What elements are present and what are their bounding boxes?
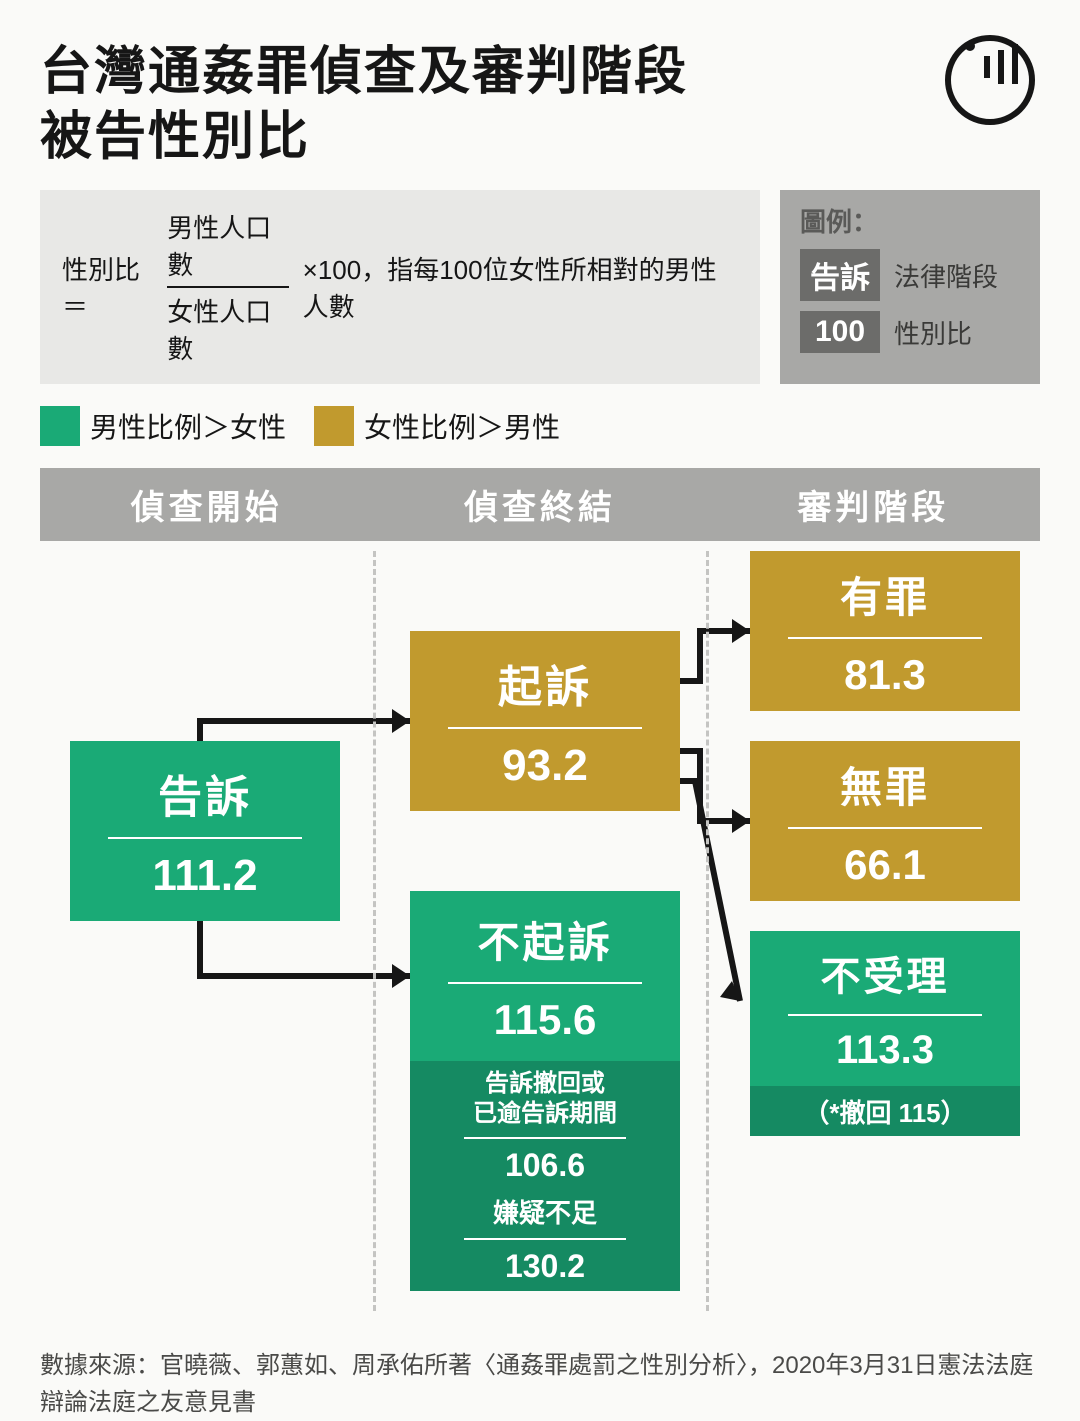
node-complaint-divider — [108, 837, 302, 839]
swatch-gold-label: 女性比例＞男性 — [364, 406, 560, 446]
legend-stage-badge: 告訴 — [800, 249, 880, 301]
stage-col-1: 偵查開始 — [40, 468, 373, 541]
node-guilty-value: 81.3 — [844, 651, 926, 699]
node-not_guilty-label: 無罪 — [840, 754, 930, 815]
stage-header: 偵查開始 偵查終結 審判階段 — [40, 468, 1040, 541]
legend-row-ratio: 100 性別比 — [800, 311, 1020, 353]
node-dismissed: 不受理 113.3 — [750, 931, 1020, 1086]
legend-box: 圖例： 告訴 法律階段 100 性別比 — [780, 190, 1040, 384]
subnode-insufficient-divider — [464, 1238, 626, 1240]
formula-fraction: 男性人口數 女性人口數 — [167, 208, 288, 366]
legend-stage-label: 法律階段 — [894, 257, 998, 294]
page-title: 台灣通姦罪偵查及審判階段 被告性別比 — [40, 40, 1040, 170]
node-complaint: 告訴 111.2 — [70, 741, 340, 921]
legend-ratio-badge: 100 — [800, 311, 880, 353]
node-no_indict-label: 不起訴 — [477, 909, 612, 970]
node-not_guilty-divider — [788, 827, 982, 829]
stage-col-2: 偵查終結 — [373, 468, 706, 541]
node-dismissed-value: 113.3 — [836, 1028, 934, 1073]
arrow-4 — [680, 781, 740, 1001]
node-complaint-value: 111.2 — [152, 851, 257, 901]
subnode-insufficient-label: 嫌疑不足 — [493, 1197, 597, 1230]
formula-and-legend-row: 性別比＝ 男性人口數 女性人口數 ×100，指每100位女性所相對的男性人數 圖… — [40, 190, 1040, 384]
brand-logo — [940, 30, 1040, 130]
node-guilty-label: 有罪 — [840, 564, 930, 625]
subnode-withdraw_or_late: 告訴撤回或已逾告訴期間 106.6 — [410, 1061, 680, 1191]
flow-area: 告訴 111.2 起訴 93.2 不起訴 115.6 有罪 81.3 無罪 66.1 不受理 113.… — [40, 541, 1040, 1321]
legend-ratio-label: 性別比 — [894, 314, 972, 351]
subnode-insufficient-value: 130.2 — [505, 1248, 585, 1285]
formula-denominator: 女性人口數 — [167, 286, 288, 366]
node-guilty-divider — [788, 637, 982, 639]
subnode-withdraw_or_late-label: 告訴撤回或已逾告訴期間 — [473, 1069, 617, 1129]
formula-box: 性別比＝ 男性人口數 女性人口數 ×100，指每100位女性所相對的男性人數 — [40, 190, 760, 384]
arrow-3 — [680, 751, 750, 821]
node-guilty: 有罪 81.3 — [750, 551, 1020, 711]
column-divider-2 — [706, 551, 709, 1311]
stage-col-3: 審判階段 — [707, 468, 1040, 541]
formula-suffix: ×100，指每100位女性所相對的男性人數 — [303, 250, 738, 324]
arrow-1 — [200, 921, 410, 976]
node-indict: 起訴 93.2 — [410, 631, 680, 811]
legend-title: 圖例： — [800, 202, 1020, 239]
swatch-gold — [314, 406, 354, 446]
swatch-green — [40, 406, 80, 446]
node-not_guilty-value: 66.1 — [844, 841, 926, 889]
formula-numerator: 男性人口數 — [167, 208, 288, 286]
legend-row-stage: 告訴 法律階段 — [800, 249, 1020, 301]
subnode-insufficient: 嫌疑不足 130.2 — [410, 1191, 680, 1291]
title-line1: 台灣通姦罪偵查及審判階段 — [40, 43, 688, 101]
swatch-green-label: 男性比例＞女性 — [90, 406, 286, 446]
formula-prefix: 性別比＝ — [62, 250, 159, 324]
node-indict-value: 93.2 — [502, 741, 588, 791]
column-divider-1 — [373, 551, 376, 1311]
title-line2: 被告性別比 — [40, 108, 310, 166]
source-citation: 數據來源：官曉薇、郭蕙如、周承佑所著〈通姦罪處罰之性別分析〉，2020年3月31… — [40, 1347, 1040, 1421]
subnode-withdraw_or_late-value: 106.6 — [505, 1147, 585, 1184]
node-complaint-label: 告訴 — [158, 761, 252, 825]
node-dismissed-label: 不受理 — [821, 944, 950, 1002]
node-indict-divider — [448, 727, 642, 729]
subnode-withdraw_or_late-divider — [464, 1137, 626, 1139]
node-dismissed-footnote: （*撤回 115） — [750, 1086, 1020, 1136]
node-no_indict-divider — [448, 982, 642, 984]
node-indict-label: 起訴 — [498, 651, 592, 715]
color-swatch-row: 男性比例＞女性 女性比例＞男性 — [40, 406, 1040, 446]
node-not_guilty: 無罪 66.1 — [750, 741, 1020, 901]
node-no_indict-value: 115.6 — [494, 996, 597, 1044]
node-no_indict: 不起訴 115.6 — [410, 891, 680, 1061]
node-dismissed-divider — [788, 1014, 982, 1016]
arrow-0 — [200, 721, 410, 741]
arrow-2 — [680, 631, 750, 681]
